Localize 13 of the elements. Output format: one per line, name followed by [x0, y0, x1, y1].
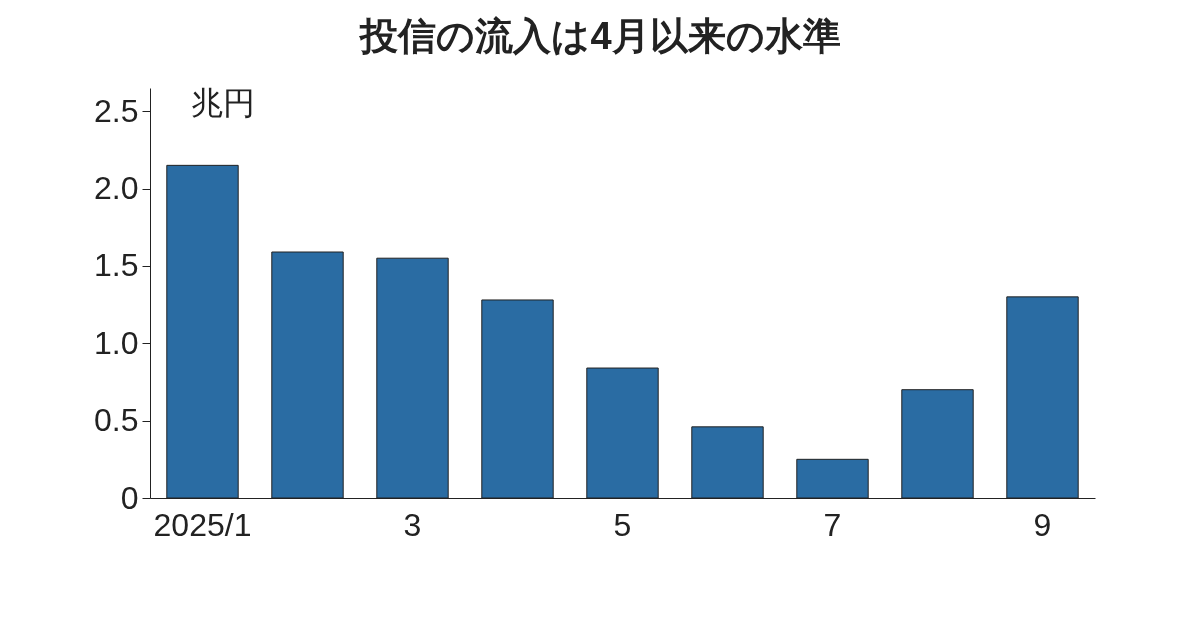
x-tick-label: 9: [1033, 506, 1052, 543]
x-tick-label: 5: [613, 506, 632, 543]
x-tick-label: 7: [823, 506, 842, 543]
y-tick-label: 0: [120, 479, 139, 516]
y-tick-label: 1.0: [94, 324, 139, 361]
y-tick-label: 0.5: [94, 402, 139, 439]
chart-title: 投信の流入は4月以来の水準: [358, 15, 841, 57]
y-tick-label: 1.5: [94, 247, 139, 284]
y-tick-label: 2.5: [94, 92, 139, 129]
y-tick-label: 2.0: [94, 170, 139, 207]
y-axis-title: 兆円: [190, 84, 255, 121]
x-tick-label: 3: [403, 506, 422, 543]
x-tick-label: 2025/1: [153, 506, 252, 543]
